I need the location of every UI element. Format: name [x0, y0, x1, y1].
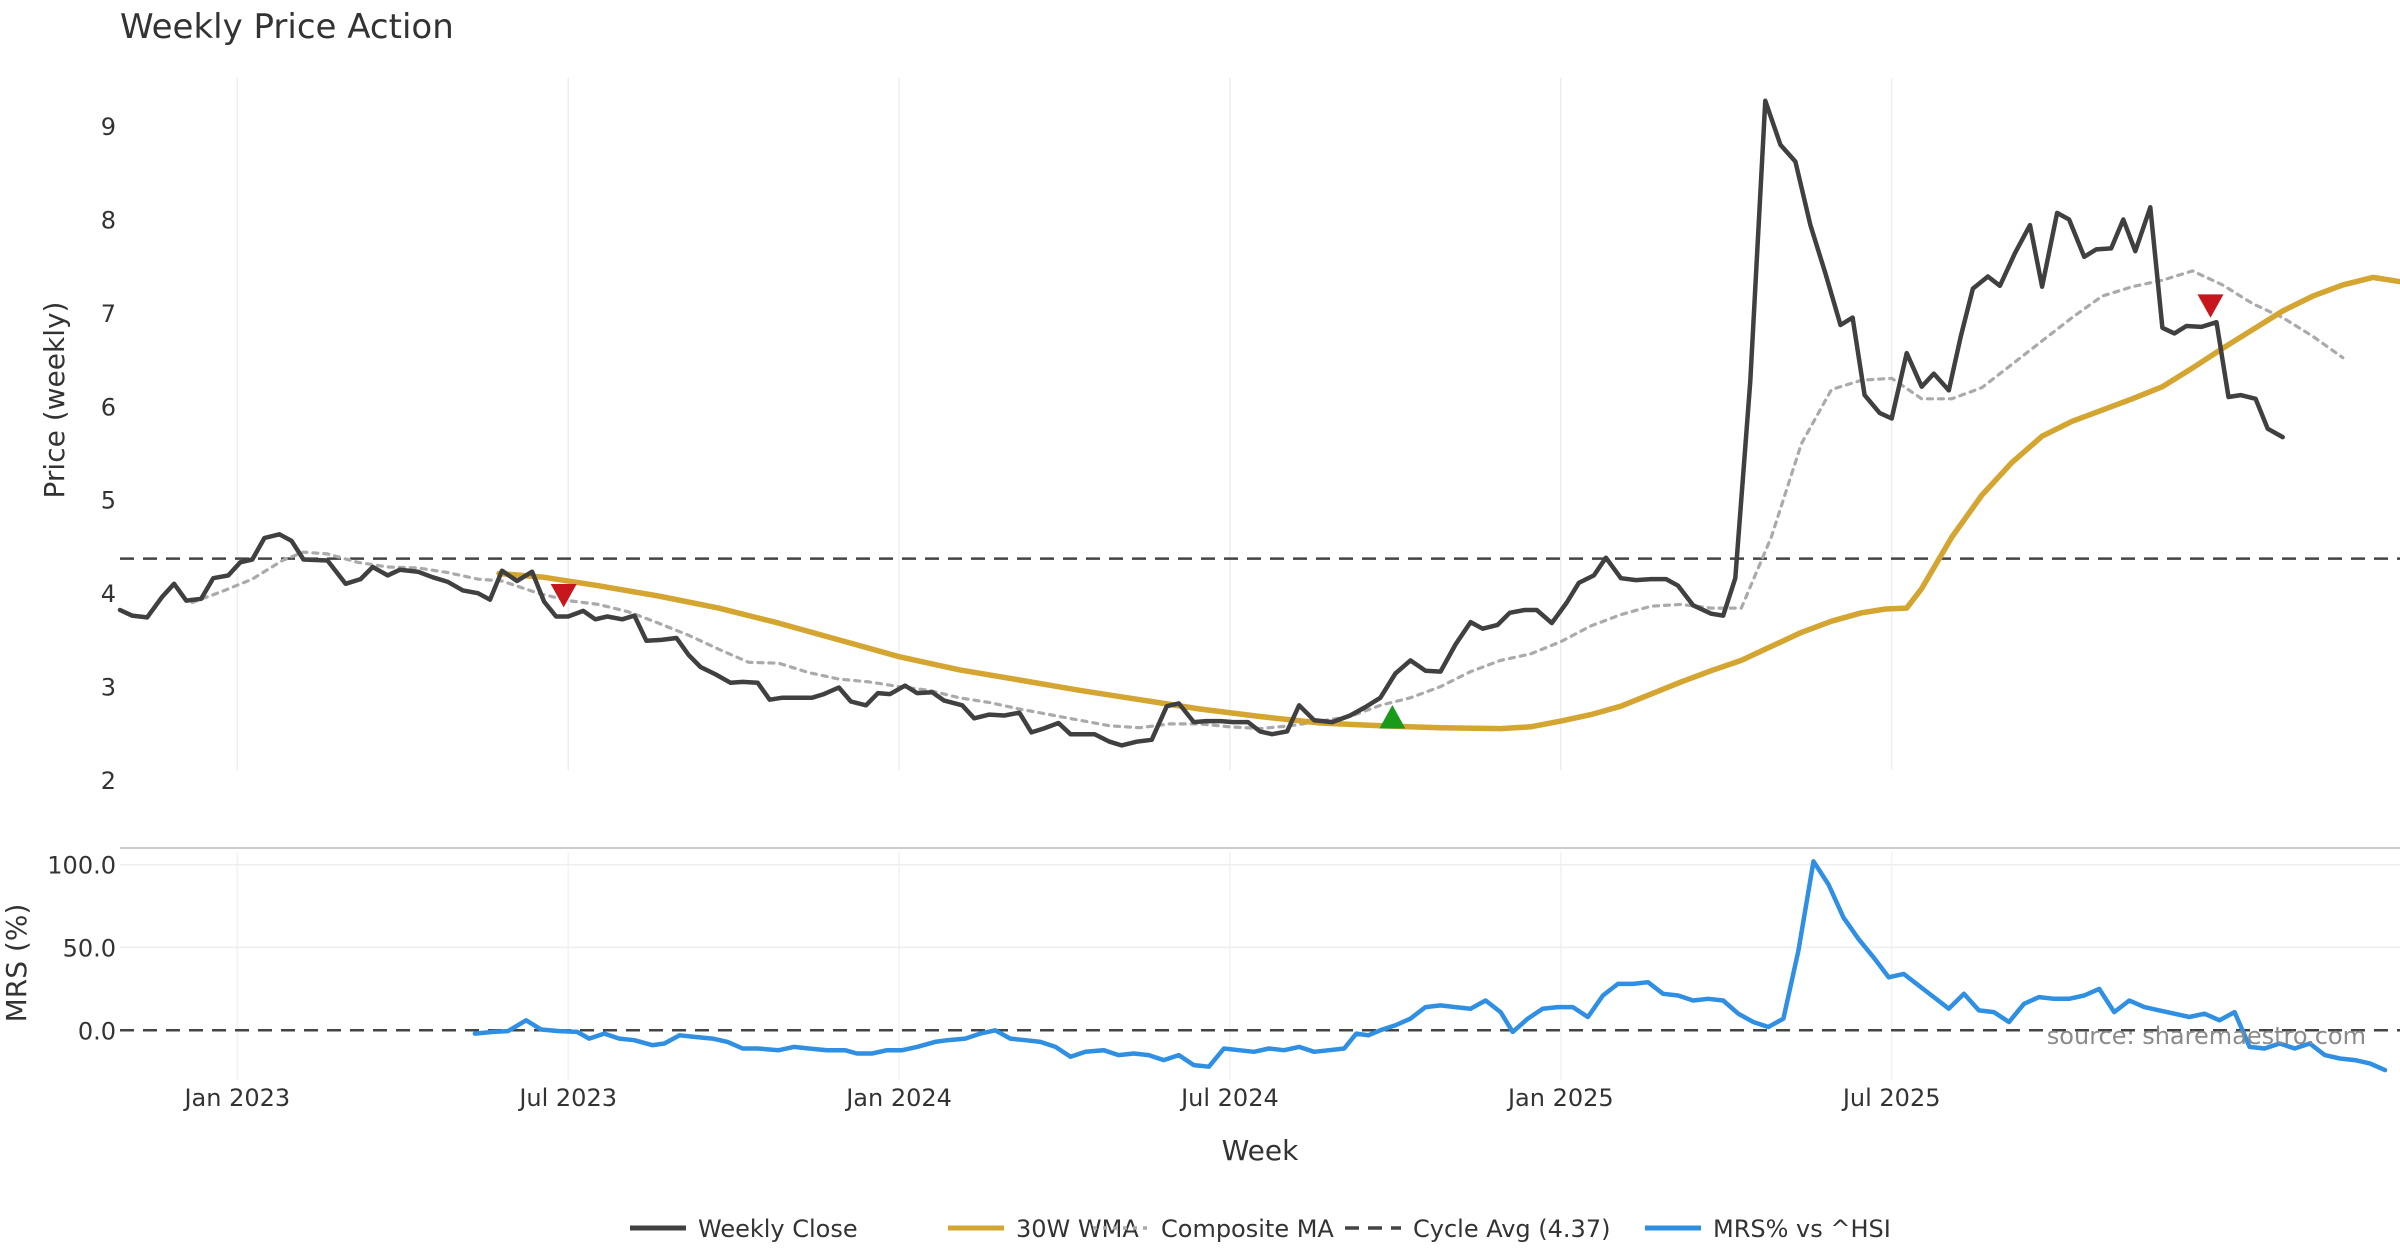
legend-label: 30W WMA [1016, 1215, 1139, 1243]
legend-label: Cycle Avg (4.37) [1413, 1215, 1610, 1243]
mrs-series [472, 859, 2388, 1073]
signal-markers [550, 294, 2224, 729]
weekly-close-line [117, 98, 2285, 748]
chart-title: Weekly Price Action [120, 7, 454, 47]
x-tick-labels: Jan 2023 Jul 2023 Jan 2024 Jul 2024 Jan 2025… [182, 1084, 1940, 1112]
legend-label: MRS% vs ^HSI [1713, 1215, 1891, 1243]
price-panel-grid [236, 78, 1893, 770]
mrs-y-axis-label: MRS (%) [0, 904, 33, 1023]
legend-label: Weekly Close [698, 1215, 858, 1243]
price-y-tick-label: 3 [101, 674, 116, 702]
price-y-tick-label: 7 [101, 300, 116, 328]
price-y-axis-label: Price (weekly) [38, 302, 71, 499]
wma-30w-line [496, 274, 2400, 732]
price-y-tick-label: 9 [101, 113, 116, 141]
source-label: source: sharemaestro.com [2047, 1022, 2366, 1050]
buy-signal-marker [1379, 705, 1406, 729]
x-tick-label: Jan 2023 [182, 1084, 290, 1112]
x-tick-label: Jul 2023 [517, 1084, 617, 1112]
price-y-tick-label: 8 [101, 206, 116, 234]
x-tick-label: Jul 2025 [1841, 1084, 1941, 1112]
legend-label: Composite MA [1161, 1215, 1334, 1243]
x-tick-label: Jul 2024 [1179, 1084, 1279, 1112]
mrs-line [472, 859, 2388, 1073]
price-y-tick-label: 4 [101, 580, 116, 608]
price-y-tick-label: 5 [101, 487, 116, 515]
price-y-tick-label: 6 [101, 393, 116, 421]
x-tick-label: Jan 2024 [844, 1084, 952, 1112]
price-y-tick-label: 2 [101, 767, 116, 795]
sell-signal-marker [2197, 294, 2224, 318]
mrs-panel-grid [120, 852, 2400, 1080]
x-tick-label: Jan 2025 [1506, 1084, 1614, 1112]
x-axis-label: Week [1222, 1134, 1299, 1167]
mrs-y-tick-labels: 100.0 50.0 0.0 [47, 852, 116, 1046]
mrs-y-tick-label: 0.0 [78, 1017, 116, 1045]
mrs-y-tick-label: 50.0 [63, 934, 116, 962]
legend: Weekly Close 30W WMA Composite MA Cycle Avg… [630, 1215, 1891, 1243]
sell-signal-marker [550, 583, 577, 608]
price-y-tick-labels: 2 3 4 5 6 7 8 9 [101, 113, 116, 795]
price-series [117, 98, 2400, 748]
mrs-y-tick-label: 100.0 [47, 852, 116, 880]
